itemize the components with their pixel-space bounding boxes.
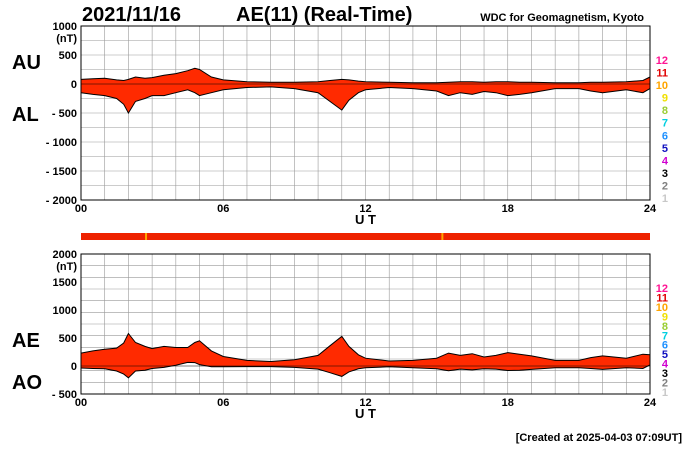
ae-ao-xtick-label: 18 (502, 397, 514, 409)
ae-ao-legend-item: 6 (662, 340, 668, 352)
au-al-xtick-label: 24 (644, 203, 657, 215)
au-al-filled-area (81, 68, 650, 113)
series-al-line (80, 86, 651, 115)
ae-ao-legend-item: 10 (656, 302, 668, 314)
au-al-legend-item: 3 (662, 168, 668, 180)
au-label: AU (12, 52, 41, 74)
au-al-legend-item: 1 (662, 193, 668, 205)
au-al-legend-item: 7 (662, 118, 668, 130)
au-al-xtick-label: 18 (502, 203, 514, 215)
page-footer: [Created at 2025-04-03 07:09UT] (515, 432, 682, 444)
ae-ao-legend-item: 11 (656, 292, 668, 304)
ae-ao-ytick-label: 500 (59, 333, 77, 345)
au-al-legend-item: 12 (656, 55, 668, 67)
au-al-ytick-label: 500 (59, 50, 77, 62)
ae-ao-xtick-label: 24 (644, 397, 657, 409)
au-al-legend-item: 6 (662, 130, 668, 142)
au-al-ytick-label: - 500 (52, 108, 77, 120)
au-al-legend-item: 11 (656, 68, 668, 80)
au-al-legend-item: 2 (662, 180, 668, 192)
au-al-xtick-label: 06 (217, 203, 229, 215)
au-al-ytick-label: - 2000 (46, 195, 77, 207)
ae-ao-legend-item: 9 (662, 311, 668, 323)
ae-ao-legend-item: 12 (656, 283, 668, 295)
ae-ao-legend-item: 1 (662, 387, 668, 399)
page-title-date: 2021/11/16 (82, 4, 181, 26)
ae-ao-plot-frame (80, 253, 651, 395)
series-au-line (80, 67, 651, 84)
au-al-ytick-label: 1000 (53, 21, 77, 33)
au-al-ytick-label: - 1000 (46, 137, 77, 149)
au-al-legend-item: 10 (656, 80, 668, 92)
au-al-ytick-label: 0 (71, 79, 77, 91)
page-title-index: AE(11) (Real-Time) (236, 4, 413, 26)
ae-ao-ytick-label: 2000 (53, 249, 77, 261)
ae-ao-legend-item: 3 (662, 368, 668, 380)
ae-ao-xtick-label: 00 (75, 397, 87, 409)
ae-ao-legend-item: 2 (662, 378, 668, 390)
au-al-xtick-label: 12 (359, 203, 371, 215)
al-label: AL (12, 104, 39, 126)
ae-ao-xaxis-label: U T (355, 406, 376, 421)
ae-ao-ytick-label: 1000 (53, 305, 77, 317)
ae-ao-legend-item: 4 (662, 359, 669, 371)
station-status-bar (81, 233, 650, 240)
ao-label: AO (12, 372, 42, 394)
ae-ao-xtick-label: 12 (359, 397, 371, 409)
au-al-legend-item: 8 (662, 105, 668, 117)
series-ae-line (80, 332, 651, 363)
au-al-legend-item: 5 (662, 143, 668, 155)
ae-ao-unit-label: (nT) (56, 261, 77, 273)
ae-ao-legend-item: 5 (662, 349, 668, 361)
ae-ao-ytick-label: - 500 (52, 389, 77, 401)
station-status-mark (145, 233, 148, 240)
ae-ao-legend-item: 7 (662, 330, 668, 342)
au-al-plot-frame (80, 25, 651, 201)
au-al-legend-item: 4 (662, 155, 669, 167)
ae-ao-ytick-label: 0 (71, 361, 77, 373)
page-credit: WDC for Geomagnetism, Kyoto (480, 12, 644, 24)
ae-ao-xtick-label: 06 (217, 397, 229, 409)
au-al-ytick-label: - 1500 (46, 166, 77, 178)
ae-ao-legend-item: 8 (662, 321, 668, 333)
au-al-xaxis-label: U T (355, 212, 376, 227)
au-al-xtick-label: 00 (75, 203, 87, 215)
au-al-legend-item: 9 (662, 93, 668, 105)
series-ao-line (80, 361, 651, 379)
au-al-unit-label: (nT) (56, 33, 77, 45)
station-status-mark (441, 233, 444, 240)
ae-ao-ytick-label: 1500 (53, 277, 77, 289)
ae-label: AE (12, 330, 40, 352)
